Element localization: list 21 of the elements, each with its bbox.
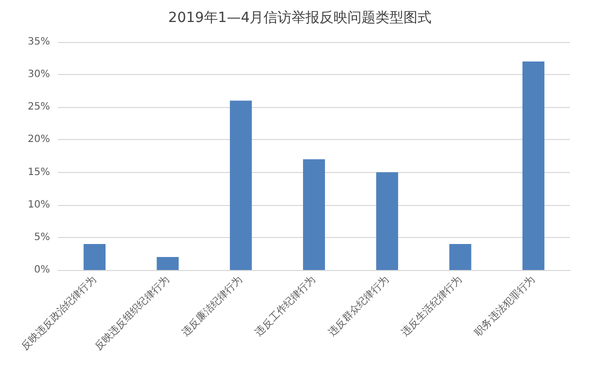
y-tick-label: 20% — [28, 134, 50, 146]
y-tick-label: 10% — [28, 199, 50, 210]
bar — [84, 244, 106, 270]
bar — [303, 159, 325, 270]
y-tick-label: 35% — [28, 36, 50, 48]
bar — [230, 100, 252, 270]
x-tick-label: 职务违法犯罪行为 — [472, 273, 538, 338]
bar — [449, 244, 472, 270]
y-tick-label: 5% — [34, 232, 50, 243]
x-tick-label: 违反工作纪律行为 — [252, 273, 318, 338]
bar — [376, 172, 398, 270]
chart-title: 2019年1—4月信访举报反映问题类型图式 — [168, 10, 432, 26]
y-tick-label: 0% — [34, 264, 50, 276]
x-tick-label: 违反生活纪律行为 — [399, 273, 464, 338]
y-tick-label: 30% — [28, 69, 50, 80]
bar — [156, 256, 179, 270]
y-tick-label: 15% — [28, 166, 50, 178]
x-tick-label: 违反群众纪律行为 — [326, 273, 392, 338]
y-tick-label: 25% — [28, 102, 50, 113]
bar — [522, 62, 544, 270]
x-tick-label: 违反廉洁纪律行为 — [180, 273, 245, 338]
